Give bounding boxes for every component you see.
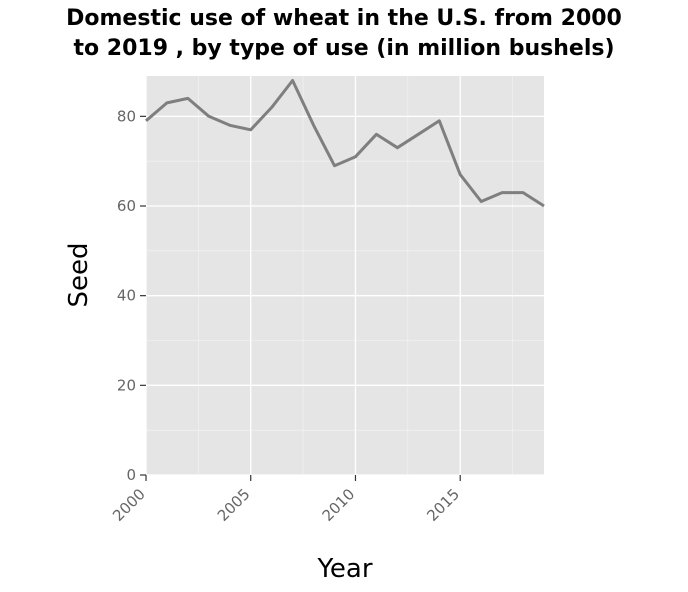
chart-title: Domestic use of wheat in the U.S. from 2… — [0, 4, 688, 64]
x-tick-label: 2000 — [109, 485, 149, 525]
plot-background — [146, 76, 544, 475]
y-tick-label: 0 — [126, 466, 136, 484]
x-axis-title: Year — [316, 554, 372, 584]
chart-title-line-1: Domestic use of wheat in the U.S. from 2… — [66, 6, 622, 31]
y-axis-title: Seed — [64, 243, 94, 308]
x-tick-label: 2010 — [319, 485, 359, 525]
y-tick-label: 20 — [117, 376, 136, 394]
chart-title-line-2: to 2019 , by type of use (in million bus… — [73, 36, 615, 61]
y-tick-label: 80 — [117, 107, 136, 125]
series-line — [145, 79, 545, 208]
x-tick-label: 2005 — [214, 485, 254, 525]
y-tick-label: 60 — [117, 197, 136, 215]
y-tick-label: 40 — [117, 287, 136, 305]
grid-lines — [145, 76, 544, 476]
x-tick-label: 2015 — [423, 485, 463, 525]
data-series — [145, 79, 545, 208]
